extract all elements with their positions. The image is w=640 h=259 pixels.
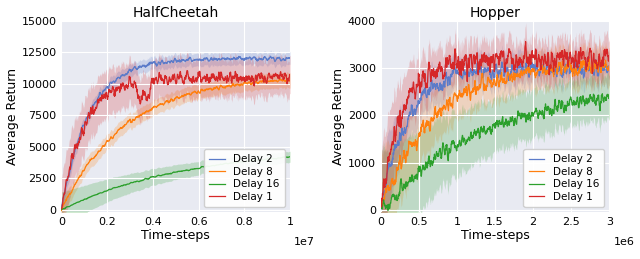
Delay 2: [555, 67, 563, 70]
Delay 1: [159, 77, 166, 81]
Delay 1: [605, 58, 613, 61]
Delay 2: [477, 68, 485, 71]
Delay 2: [286, 57, 294, 60]
Delay 8: [286, 79, 294, 82]
Delay 2: [564, 56, 572, 59]
Y-axis label: Average Return: Average Return: [6, 68, 19, 165]
Delay 1: [183, 69, 191, 72]
Delay 16: [401, 186, 408, 189]
Delay 2: [240, 58, 248, 61]
Delay 8: [555, 64, 563, 67]
Line: Delay 16: Delay 16: [381, 94, 609, 210]
Delay 8: [214, 88, 222, 91]
Delay 16: [605, 97, 613, 100]
Delay 8: [58, 209, 65, 212]
Delay 16: [240, 161, 248, 164]
Delay 8: [596, 55, 604, 59]
Title: Hopper: Hopper: [470, 5, 520, 20]
Delay 1: [534, 56, 542, 60]
Delay 2: [534, 67, 541, 70]
Delay 1: [560, 63, 568, 66]
Delay 1: [286, 73, 294, 76]
Delay 2: [559, 70, 567, 74]
Delay 1: [81, 120, 89, 124]
Delay 2: [158, 59, 166, 62]
Delay 16: [150, 175, 157, 178]
Y-axis label: Average Return: Average Return: [332, 68, 345, 165]
Delay 16: [236, 160, 244, 163]
Text: 1e6: 1e6: [614, 238, 634, 247]
Delay 8: [240, 81, 248, 84]
Delay 2: [236, 56, 244, 59]
Delay 16: [598, 92, 606, 95]
Delay 1: [58, 207, 65, 210]
Delay 8: [236, 84, 244, 88]
Delay 16: [470, 133, 477, 136]
Delay 8: [605, 65, 613, 68]
Line: Delay 8: Delay 8: [381, 57, 609, 207]
Delay 16: [384, 209, 392, 212]
Delay 8: [377, 206, 385, 209]
Delay 2: [214, 58, 222, 61]
Delay 8: [81, 168, 88, 171]
Delay 8: [150, 105, 157, 108]
Delay 16: [158, 174, 166, 177]
Line: Delay 2: Delay 2: [61, 56, 290, 210]
Delay 1: [150, 82, 158, 85]
Line: Delay 1: Delay 1: [381, 42, 609, 207]
Delay 2: [58, 208, 65, 212]
Delay 2: [400, 130, 408, 133]
Delay 2: [469, 73, 477, 76]
Delay 16: [534, 114, 542, 117]
Delay 8: [275, 77, 283, 81]
Delay 2: [150, 60, 157, 63]
Delay 8: [400, 150, 408, 153]
Delay 16: [58, 208, 65, 211]
Delay 1: [58, 207, 65, 211]
Delay 1: [470, 54, 477, 57]
Delay 8: [559, 62, 567, 66]
Line: Delay 1: Delay 1: [61, 71, 290, 209]
Legend: Delay 2, Delay 8, Delay 16, Delay 1: Delay 2, Delay 8, Delay 16, Delay 1: [524, 149, 604, 207]
Delay 1: [236, 77, 244, 81]
X-axis label: Time-steps: Time-steps: [141, 229, 210, 242]
Line: Delay 2: Delay 2: [381, 57, 609, 210]
Delay 1: [215, 70, 223, 74]
Delay 16: [478, 128, 486, 131]
Delay 16: [214, 163, 222, 167]
Delay 1: [401, 103, 408, 106]
Title: HalfCheetah: HalfCheetah: [132, 5, 219, 20]
Line: Delay 8: Delay 8: [61, 79, 290, 211]
Delay 1: [377, 205, 385, 208]
Delay 16: [559, 107, 567, 110]
Delay 2: [377, 208, 385, 211]
Delay 2: [267, 55, 275, 58]
Delay 1: [478, 56, 486, 60]
Delay 16: [286, 155, 294, 158]
Delay 1: [241, 76, 248, 79]
Delay 16: [81, 197, 88, 200]
Delay 2: [81, 123, 88, 126]
Legend: Delay 2, Delay 8, Delay 16, Delay 1: Delay 2, Delay 8, Delay 16, Delay 1: [204, 149, 285, 207]
Delay 16: [556, 100, 563, 103]
Delay 1: [556, 58, 563, 61]
Line: Delay 16: Delay 16: [61, 157, 290, 210]
X-axis label: Time-steps: Time-steps: [461, 229, 529, 242]
Delay 8: [534, 69, 541, 73]
Delay 1: [378, 205, 385, 208]
Delay 8: [477, 78, 485, 81]
Delay 2: [605, 70, 613, 73]
Delay 8: [469, 88, 477, 91]
Delay 8: [158, 102, 166, 105]
Delay 1: [522, 40, 529, 43]
Text: 1e7: 1e7: [294, 238, 316, 247]
Delay 16: [377, 206, 385, 210]
